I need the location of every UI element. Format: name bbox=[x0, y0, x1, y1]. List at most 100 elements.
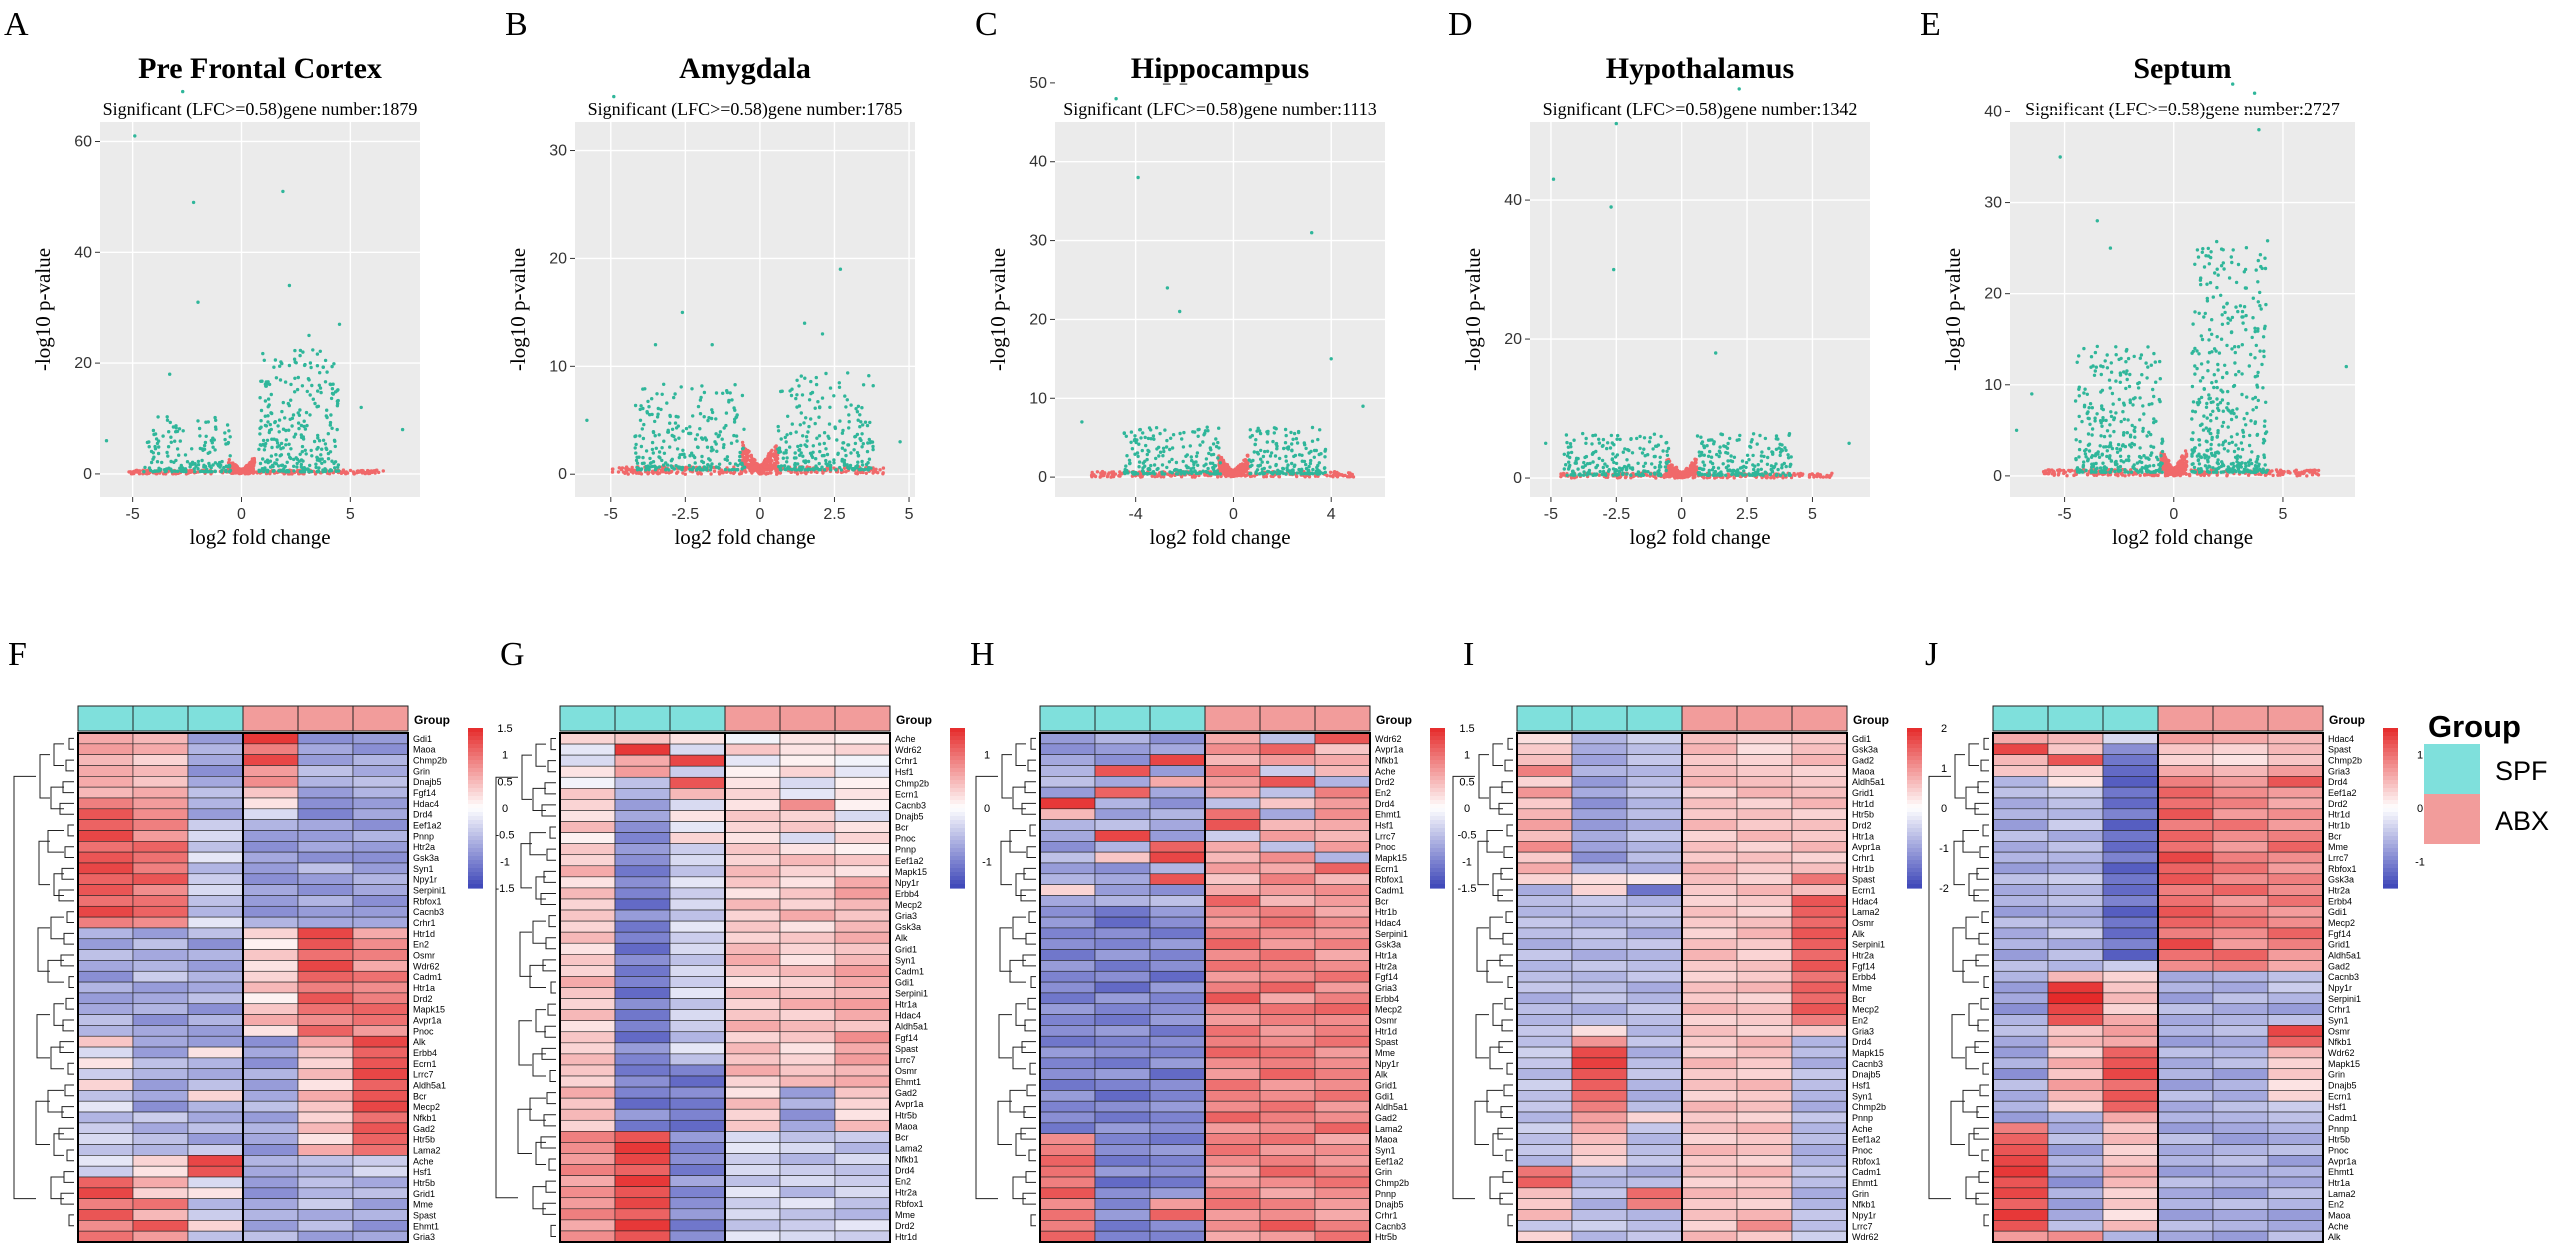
sig-point bbox=[1642, 464, 1646, 468]
sig-point bbox=[710, 408, 714, 412]
x-axis-label: log2 fold change bbox=[2112, 525, 2253, 549]
sig-point bbox=[1576, 456, 1580, 461]
sig-point bbox=[2092, 462, 2096, 466]
sig-point bbox=[173, 469, 178, 473]
nonsig-point bbox=[1235, 470, 1240, 474]
sig-point bbox=[2090, 406, 2094, 410]
sig-point bbox=[2152, 394, 2156, 399]
outlier-point bbox=[1310, 231, 1314, 235]
sig-point bbox=[789, 393, 794, 398]
sig-point bbox=[328, 423, 332, 427]
nonsig-point bbox=[2286, 469, 2290, 474]
sig-point bbox=[299, 462, 303, 467]
sig-point bbox=[654, 446, 658, 450]
outlier-point bbox=[1329, 357, 1333, 361]
sig-point bbox=[1304, 472, 1309, 476]
x-axis-label: log2 fold change bbox=[189, 525, 330, 549]
nonsig-point bbox=[1262, 475, 1266, 479]
sig-point bbox=[2086, 458, 2090, 462]
sig-point bbox=[824, 447, 828, 451]
nonsig-point bbox=[1110, 474, 1115, 479]
sig-point bbox=[1141, 466, 1145, 470]
sig-point bbox=[849, 403, 853, 407]
sig-point bbox=[2236, 262, 2241, 267]
nonsig-point bbox=[752, 465, 756, 469]
sig-point bbox=[169, 459, 173, 464]
sig-point bbox=[201, 448, 205, 452]
sig-point bbox=[871, 384, 875, 388]
sig-point bbox=[784, 467, 788, 472]
sig-point bbox=[660, 392, 664, 396]
nonsig-point bbox=[878, 468, 882, 472]
sig-point bbox=[655, 415, 660, 419]
sig-point bbox=[2131, 403, 2135, 407]
nonsig-point bbox=[2172, 470, 2176, 475]
sig-point bbox=[871, 444, 875, 449]
sig-point bbox=[794, 396, 798, 401]
sig-point bbox=[1621, 450, 1626, 454]
sig-point bbox=[270, 445, 274, 450]
nonsig-point bbox=[2056, 473, 2061, 477]
sig-point bbox=[653, 434, 657, 438]
sig-point bbox=[316, 436, 320, 440]
sig-point bbox=[2100, 388, 2105, 392]
sig-point bbox=[258, 426, 262, 431]
sig-point bbox=[825, 463, 830, 468]
sig-point bbox=[1784, 464, 1788, 469]
sig-point bbox=[847, 413, 851, 417]
sig-point bbox=[1203, 429, 1208, 433]
sig-point bbox=[1663, 465, 1668, 469]
sig-point bbox=[814, 382, 819, 387]
sig-point bbox=[786, 465, 790, 469]
outlier-point bbox=[1847, 441, 1851, 445]
sig-point bbox=[1282, 446, 1286, 451]
sig-point bbox=[2202, 414, 2206, 418]
sig-point bbox=[1272, 426, 1277, 430]
sig-point bbox=[1729, 454, 1733, 458]
sig-point bbox=[1720, 473, 1724, 477]
sig-point bbox=[2105, 449, 2109, 453]
sig-point bbox=[319, 453, 323, 457]
sig-point bbox=[1300, 459, 1305, 463]
nonsig-point bbox=[1670, 467, 1674, 471]
sig-point bbox=[1205, 470, 1210, 475]
sig-point bbox=[2116, 442, 2121, 447]
sig-point bbox=[2245, 411, 2249, 416]
sig-point bbox=[259, 379, 263, 383]
sig-point bbox=[1152, 463, 1157, 467]
sig-point bbox=[2083, 387, 2087, 391]
sig-point bbox=[1767, 446, 1771, 451]
sig-point bbox=[2206, 458, 2210, 462]
sig-point bbox=[177, 427, 182, 431]
sig-point bbox=[1606, 441, 1610, 445]
sig-point bbox=[277, 469, 281, 473]
sig-point bbox=[705, 445, 710, 449]
sig-point bbox=[854, 407, 858, 411]
sig-point bbox=[1745, 453, 1750, 457]
sig-point bbox=[227, 429, 231, 433]
sig-point bbox=[1256, 452, 1261, 456]
sig-point bbox=[817, 434, 822, 438]
sig-point bbox=[832, 461, 836, 465]
sig-point bbox=[2112, 417, 2116, 422]
nonsig-point bbox=[1238, 469, 1243, 474]
sig-point bbox=[314, 462, 318, 466]
sig-point bbox=[227, 470, 231, 474]
sig-point bbox=[1204, 457, 1209, 461]
nonsig-point bbox=[1222, 459, 1226, 464]
sig-point bbox=[2244, 246, 2249, 250]
sig-point bbox=[192, 467, 196, 471]
sig-point bbox=[807, 424, 811, 429]
sig-point bbox=[276, 464, 281, 468]
sig-point bbox=[704, 438, 709, 442]
sig-point bbox=[1584, 441, 1588, 445]
sig-point bbox=[1185, 453, 1190, 457]
sig-point bbox=[294, 361, 298, 365]
sig-point bbox=[2089, 468, 2094, 473]
sig-point bbox=[309, 365, 313, 370]
sig-point bbox=[1205, 425, 1209, 429]
sig-point bbox=[846, 465, 850, 470]
sig-point bbox=[644, 464, 648, 469]
sig-point bbox=[699, 395, 703, 400]
nonsig-point bbox=[775, 457, 779, 461]
